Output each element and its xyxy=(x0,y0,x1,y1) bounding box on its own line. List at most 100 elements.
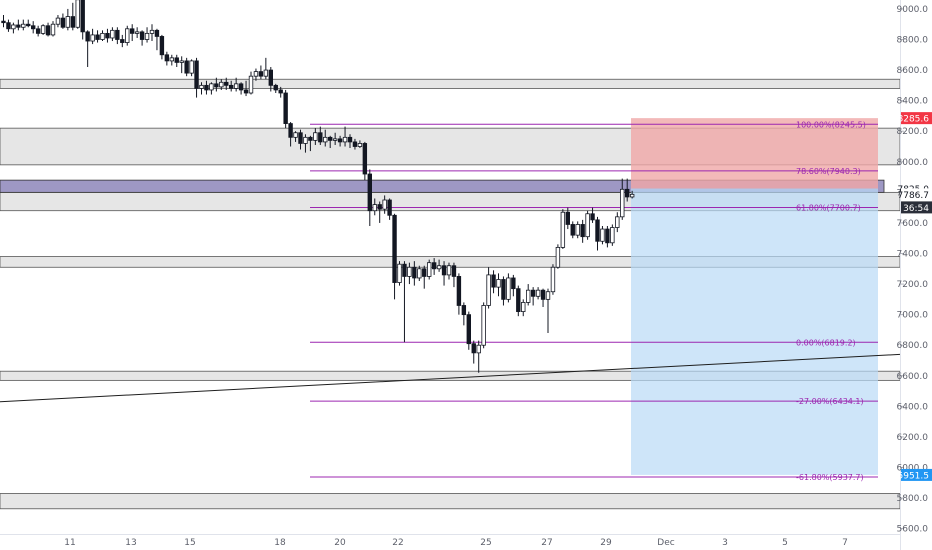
candle-body xyxy=(45,25,51,36)
support-resistance-zone[interactable] xyxy=(0,78,901,89)
candle-body xyxy=(422,268,427,277)
candle-body xyxy=(70,16,75,28)
price-tick-label: 8200.0 xyxy=(897,127,929,137)
last-price-label-bg xyxy=(901,188,932,201)
candle-body xyxy=(318,132,323,143)
candle-body xyxy=(392,214,397,283)
candle-body xyxy=(521,302,526,312)
candle-body xyxy=(273,84,278,91)
fibonacci-levels[interactable]: 100.00%(8245.5) 78.60%(7940.3) 61.80%(7700… xyxy=(310,120,878,482)
candle-body xyxy=(377,204,382,210)
price-tick-label: 7600.0 xyxy=(897,219,929,229)
candle-body xyxy=(600,228,605,242)
candle-body xyxy=(456,276,462,306)
candle-body xyxy=(585,213,590,238)
time-tick-label: 13 xyxy=(125,538,136,548)
support-resistance-zone[interactable] xyxy=(0,493,901,510)
candle-body xyxy=(154,29,160,37)
price-tick-label: 7000.0 xyxy=(897,311,929,321)
candle-body xyxy=(615,216,620,228)
candle-body xyxy=(620,188,625,218)
candle-body xyxy=(169,57,174,62)
candle-body xyxy=(283,92,288,124)
candle-body xyxy=(412,266,417,279)
candle-body xyxy=(402,263,407,277)
candle-body xyxy=(407,266,412,277)
last-price-label: 7786.7 xyxy=(898,191,930,201)
candle-body xyxy=(332,138,338,141)
time-tick-label: 3 xyxy=(722,538,728,548)
take-profit-zone[interactable] xyxy=(631,188,878,475)
candle-body xyxy=(100,32,105,40)
price-tick-label: 8000.0 xyxy=(897,158,929,168)
candle-body xyxy=(372,204,377,212)
candle-body xyxy=(80,0,85,33)
candle-body xyxy=(6,22,11,30)
time-tick-label: Dec xyxy=(657,538,674,548)
candle-body xyxy=(466,314,471,345)
candles xyxy=(1,0,635,373)
candle-body xyxy=(550,266,556,293)
candle-body xyxy=(253,71,259,77)
stop-price-label-bg xyxy=(901,112,932,125)
candle-body xyxy=(426,262,432,277)
price-tick-label: 6000.0 xyxy=(897,464,929,474)
price-axis[interactable]: 5600.0 5800.0 6000.0 6200.0 6400.0 6600.0 6800… xyxy=(897,5,929,535)
candle-body xyxy=(40,25,46,34)
candle-body xyxy=(387,199,392,216)
fib-level-label: 100.00%(8245.5) xyxy=(796,120,866,129)
candle-body xyxy=(461,305,467,316)
time-tick-label: 22 xyxy=(392,538,403,548)
candle-body xyxy=(179,60,184,63)
candle-body xyxy=(194,60,199,89)
target-price-label: 5951.5 xyxy=(898,471,930,481)
candle-body xyxy=(65,16,71,28)
candle-body xyxy=(248,75,254,94)
candle-body xyxy=(451,265,457,277)
candle-body xyxy=(85,31,90,42)
candle-body xyxy=(26,23,31,27)
stop-price-label: 8285.6 xyxy=(898,115,930,125)
price-tick-label: 8800.0 xyxy=(897,36,929,46)
candle-body xyxy=(610,227,615,244)
candle-body xyxy=(144,32,150,40)
candle-body xyxy=(476,344,481,354)
price-tick-label: 6400.0 xyxy=(897,402,929,412)
candle-body xyxy=(575,224,580,236)
candle-body xyxy=(471,343,476,354)
candle-body xyxy=(288,123,293,138)
price-tick-label: 6800.0 xyxy=(897,341,929,351)
candle-body xyxy=(491,274,496,288)
candle-body xyxy=(436,265,442,270)
short-position-tool[interactable] xyxy=(631,118,878,475)
stop-loss-zone[interactable] xyxy=(631,118,878,189)
time-axis[interactable]: 11 13 15 18 20 22 25 27 29 Dec 3 5 7 xyxy=(64,538,848,548)
time-tick-label: 29 xyxy=(600,538,612,548)
candle-body xyxy=(595,219,600,242)
candle-body xyxy=(511,277,516,290)
price-tick-label: 8400.0 xyxy=(897,97,929,107)
horizontal-zones xyxy=(0,78,901,510)
candle-body xyxy=(625,188,630,198)
candle-body xyxy=(90,34,95,42)
candle-body xyxy=(1,20,6,24)
price-tick-label: 6200.0 xyxy=(897,433,929,443)
trend-line[interactable] xyxy=(0,353,901,403)
candle-body xyxy=(174,57,179,63)
price-tick-label: 8600.0 xyxy=(897,66,929,76)
time-tick-label: 18 xyxy=(274,538,286,548)
target-price-label-bg xyxy=(901,468,932,481)
candle-body xyxy=(486,274,491,306)
candle-body xyxy=(540,289,546,300)
bar-countdown-label-bg xyxy=(901,201,932,214)
candle-body xyxy=(590,213,595,221)
time-tick-label: 27 xyxy=(541,538,552,548)
candle-body xyxy=(219,81,224,88)
candle-body xyxy=(263,69,269,77)
trend-line-segment[interactable] xyxy=(0,353,901,403)
candle-body xyxy=(629,193,635,198)
candle-body xyxy=(35,28,41,34)
fib-level-label: -61.80%(5937.7) xyxy=(796,473,864,482)
